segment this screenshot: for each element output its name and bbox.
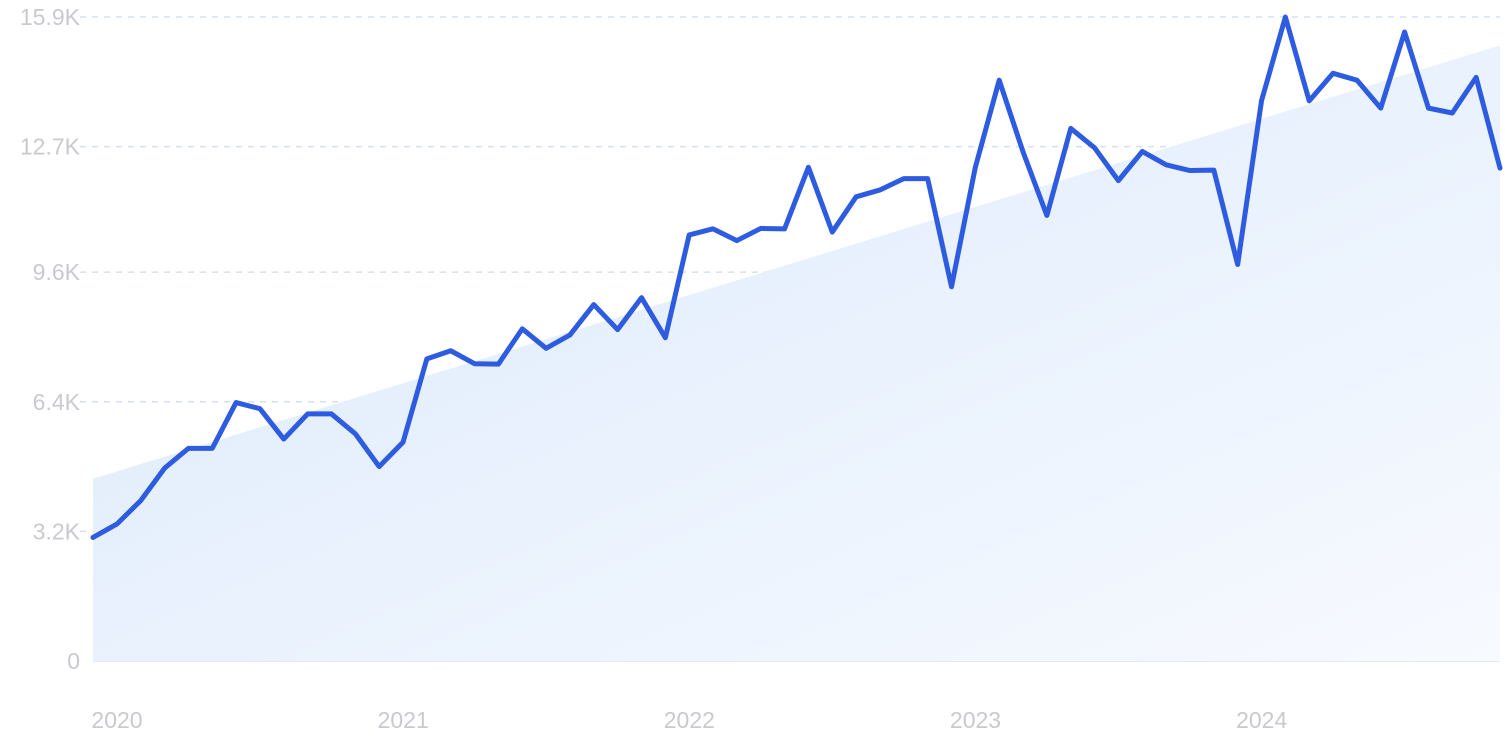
x-tick-label: 2021 [378,707,429,733]
trend-area-layer [93,45,1500,662]
x-tick-label: 2023 [950,707,1001,733]
y-tick-label: 3.2K [33,518,81,544]
y-tick-label: 6.4K [33,389,81,415]
y-tick-label: 12.7K [20,134,81,160]
series-line-layer [90,14,1503,540]
y-axis-labels: 0 3.2K 6.4K 9.6K 12.7K 15.9K [20,4,81,674]
y-tick-label: 0 [67,648,80,674]
series-line [90,14,1503,540]
y-tick-label: 9.6K [33,259,81,285]
x-tick-label: 2022 [664,707,715,733]
x-tick-label: 2020 [91,707,142,733]
x-tick-label: 2024 [1236,707,1287,733]
y-tick-label: 15.9K [20,4,81,30]
trend-area [93,45,1500,662]
x-axis-labels: 2020 2021 2022 2023 2024 [91,707,1287,733]
